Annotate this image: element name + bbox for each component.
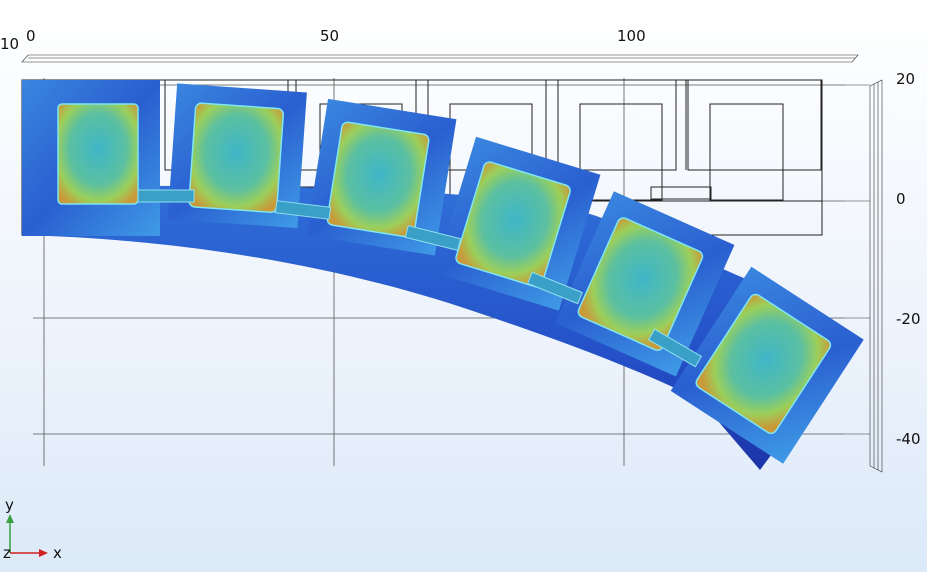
channel-4 [527, 271, 583, 305]
triad-y-label: y [5, 496, 14, 514]
x-axis-edge-label: 10 [0, 35, 19, 53]
channel-2 [274, 200, 332, 220]
x-axis-ruler [21, 54, 859, 63]
deformed-segments [22, 80, 864, 464]
segment-2 [167, 83, 307, 229]
segment-6 [670, 266, 864, 464]
x-tick-0: 0 [26, 27, 36, 45]
channel-3 [404, 225, 462, 251]
x-tick-100: 100 [617, 27, 646, 45]
segment-4 [434, 136, 601, 311]
segment-3 [306, 98, 457, 256]
triad-z-label: z [3, 544, 11, 562]
channel-1 [137, 189, 195, 203]
y-tick-0: 0 [896, 190, 906, 208]
segment-1 [22, 80, 160, 236]
y-tick-20: 20 [896, 70, 915, 88]
x-tick-50: 50 [320, 27, 339, 45]
y-tick-minus-40: -40 [896, 430, 921, 448]
y-axis-ruler [845, 79, 883, 473]
y-tick-minus-20: -20 [896, 310, 921, 328]
axis-triad: y x z [3, 496, 62, 562]
segment-5 [555, 191, 735, 377]
triad-x-label: x [53, 544, 62, 562]
channel-5 [647, 328, 703, 368]
